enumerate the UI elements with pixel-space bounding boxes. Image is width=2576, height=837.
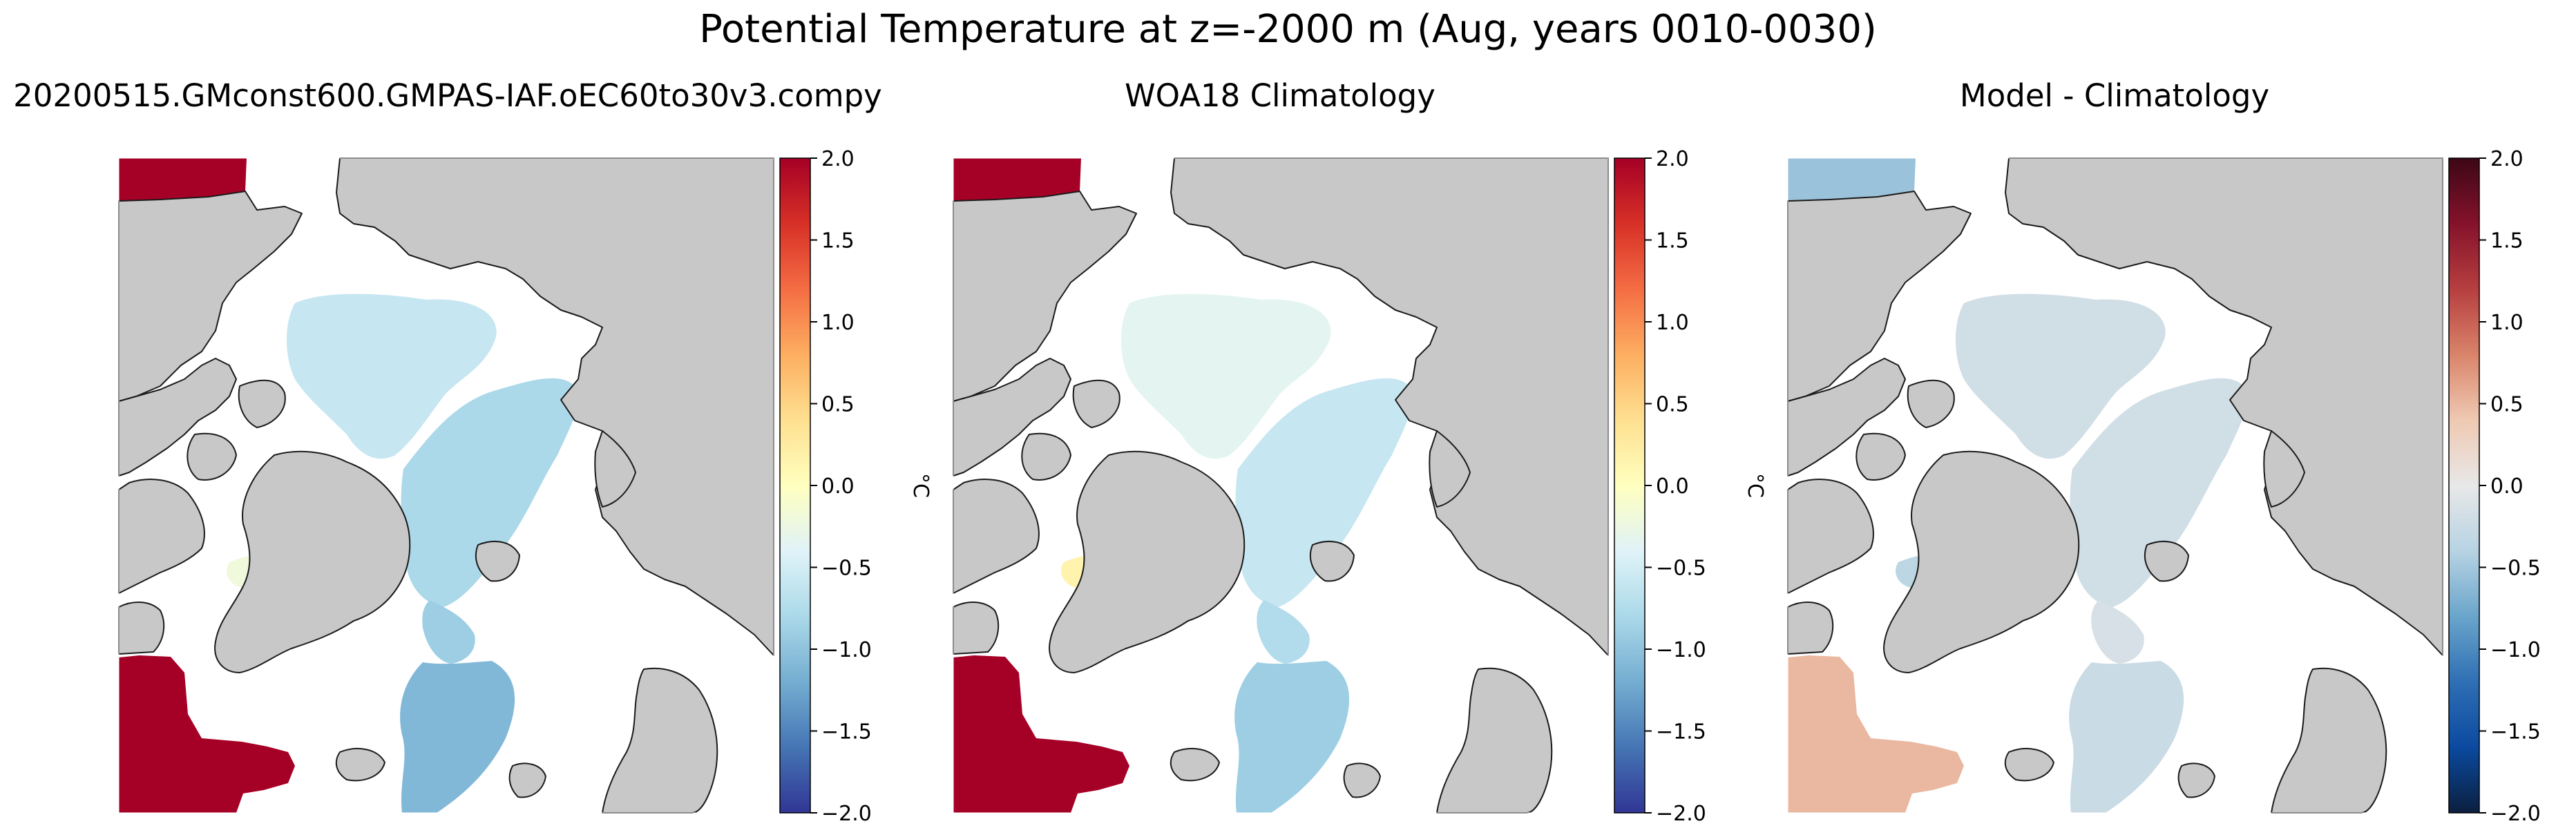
data-region bbox=[1788, 158, 1916, 201]
colorbar-tick-label: 1.5 bbox=[2490, 229, 2523, 253]
land-mass bbox=[953, 191, 1137, 402]
land-mass bbox=[1170, 748, 1220, 782]
land-mass bbox=[118, 479, 205, 594]
colorbar-tick-label: 1.5 bbox=[1656, 229, 1689, 253]
land-mass bbox=[118, 602, 165, 655]
data-region bbox=[2069, 661, 2184, 813]
colorbar-tick-label: 0.5 bbox=[2490, 393, 2523, 417]
data-region bbox=[286, 294, 497, 459]
land-mass bbox=[508, 762, 546, 798]
colorbar-tick-label: −0.5 bbox=[2490, 557, 2541, 581]
colorbar bbox=[779, 157, 811, 814]
panel-title-climatology: WOA18 Climatology bbox=[1125, 77, 1435, 114]
land-mass bbox=[187, 432, 237, 481]
land-mass bbox=[953, 479, 1040, 594]
land-mass bbox=[1787, 191, 1972, 402]
colorbar-tick-label: −1.0 bbox=[1656, 638, 1706, 662]
data-region bbox=[2091, 600, 2144, 664]
colorbar-tick-label: −1.5 bbox=[2490, 720, 2541, 744]
colorbar-tick-label: −1.0 bbox=[2490, 638, 2541, 662]
data-region bbox=[1788, 655, 1964, 813]
colorbar bbox=[1614, 157, 1645, 814]
data-region bbox=[953, 655, 1129, 813]
data-region bbox=[953, 158, 1081, 201]
colorbar-tick-label: 2.0 bbox=[2490, 147, 2523, 171]
data-region bbox=[1955, 294, 2166, 459]
colorbar-tick-label: 1.0 bbox=[821, 311, 855, 335]
colorbar-tick-label: 2.0 bbox=[1656, 147, 1689, 171]
land-mass bbox=[1787, 358, 1906, 477]
colorbar-tick-label: −2.0 bbox=[821, 802, 872, 826]
data-region bbox=[119, 158, 247, 201]
colorbar-tick-label: 1.5 bbox=[821, 229, 855, 253]
colorbar-tick-label: −0.5 bbox=[1656, 557, 1706, 581]
land-mass bbox=[1429, 430, 1471, 508]
data-region bbox=[119, 655, 295, 813]
land-mass bbox=[594, 430, 636, 508]
map-panel bbox=[953, 157, 1609, 814]
land-mass bbox=[475, 541, 520, 582]
colorbar-tick-label: −2.0 bbox=[2490, 802, 2541, 826]
map-frame bbox=[118, 157, 774, 814]
land-mass bbox=[2005, 157, 2443, 656]
colorbar-label: °C bbox=[1743, 473, 1767, 498]
colorbar-tick-label: 0.0 bbox=[2490, 474, 2523, 499]
land-mass bbox=[335, 748, 385, 782]
colorbar-tick-label: 0.0 bbox=[1656, 474, 1689, 499]
land-mass bbox=[1049, 450, 1246, 673]
colorbar-tick-label: 0.5 bbox=[1656, 393, 1689, 417]
colorbar-tick-label: −1.5 bbox=[1656, 720, 1706, 744]
land-mass bbox=[118, 191, 303, 402]
data-region bbox=[400, 661, 515, 813]
land-mass bbox=[2004, 748, 2054, 782]
colorbar-tick-label: −1.0 bbox=[821, 638, 872, 662]
colorbar-tick-label: −2.0 bbox=[1656, 802, 1706, 826]
land-mass bbox=[953, 358, 1071, 477]
data-region bbox=[1257, 600, 1310, 664]
colorbar-tick-label: −1.5 bbox=[821, 720, 872, 744]
land-mass bbox=[1309, 541, 1355, 582]
colorbar-label: °C bbox=[908, 473, 933, 498]
map-panel bbox=[1787, 157, 2443, 814]
land-mass bbox=[1855, 432, 1906, 481]
land-mass bbox=[118, 358, 237, 477]
data-region bbox=[1120, 294, 1331, 459]
colorbar-tick-label: 0.5 bbox=[821, 393, 855, 417]
colorbar-tick-label: 0.0 bbox=[821, 474, 855, 499]
colorbar-tick-label: 1.0 bbox=[2490, 311, 2523, 335]
map-frame bbox=[1787, 157, 2443, 814]
colorbar-tick-label: −0.5 bbox=[821, 557, 872, 581]
land-mass bbox=[1907, 379, 1955, 428]
land-mass bbox=[336, 157, 774, 656]
colorbar-tick-label: 2.0 bbox=[821, 147, 855, 171]
land-mass bbox=[953, 602, 1000, 655]
map-frame bbox=[953, 157, 1609, 814]
colorbar bbox=[2448, 157, 2480, 814]
land-mass bbox=[1787, 479, 1874, 594]
land-mass bbox=[214, 450, 411, 673]
land-mass bbox=[2263, 430, 2305, 508]
panel-title-difference: Model - Climatology bbox=[1959, 77, 2270, 114]
map-panel bbox=[118, 157, 774, 814]
data-region bbox=[1235, 378, 1413, 607]
land-mass bbox=[1072, 379, 1120, 428]
figure-title: Potential Temperature at z=-2000 m (Aug,… bbox=[699, 7, 1877, 52]
land-mass bbox=[2177, 762, 2215, 798]
data-region bbox=[2070, 378, 2247, 607]
panel-title-model: 20200515.GMconst600.GMPAS-IAF.oEC60to30v… bbox=[13, 77, 882, 114]
land-mass bbox=[1170, 157, 1609, 656]
data-region bbox=[422, 600, 475, 664]
land-mass bbox=[1021, 432, 1071, 481]
data-region bbox=[401, 378, 578, 607]
land-mass bbox=[2144, 541, 2189, 582]
land-mass bbox=[1883, 450, 2080, 673]
colorbar-tick-label: 1.0 bbox=[1656, 311, 1689, 335]
land-mass bbox=[238, 379, 286, 428]
land-mass bbox=[1343, 762, 1381, 798]
land-mass bbox=[1787, 602, 1834, 655]
data-region bbox=[1234, 661, 1350, 813]
